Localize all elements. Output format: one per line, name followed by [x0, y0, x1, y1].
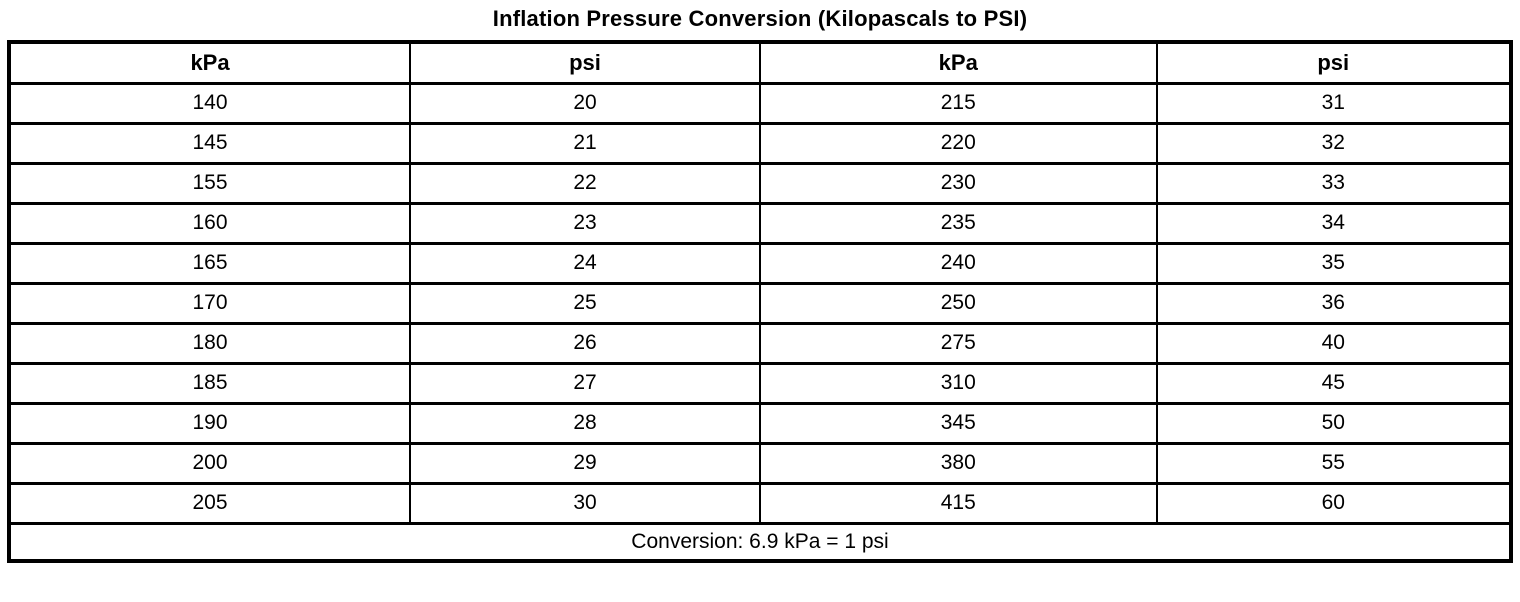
cell-kpa: 160 [7, 201, 412, 245]
table-row: 185 27 310 45 [7, 361, 1512, 405]
cell-kpa: 310 [758, 361, 1158, 405]
cell-kpa: 235 [758, 201, 1158, 245]
cell-kpa: 275 [758, 321, 1158, 365]
cell-psi: 26 [409, 321, 761, 365]
cell-psi: 29 [409, 441, 761, 485]
column-header-psi-left: psi [409, 40, 761, 85]
cell-psi: 21 [409, 121, 761, 165]
conversion-note: Conversion: 6.9 kPa = 1 psi [8, 521, 1512, 563]
cell-psi: 40 [1155, 321, 1512, 365]
cell-psi: 27 [409, 361, 761, 405]
cell-psi: 55 [1155, 441, 1512, 485]
table-row: 140 20 215 31 [7, 81, 1512, 125]
cell-kpa: 200 [7, 441, 412, 485]
table-row: 180 26 275 40 [7, 321, 1512, 365]
cell-psi: 20 [409, 81, 761, 125]
cell-psi: 31 [1155, 81, 1512, 125]
column-header-psi-right: psi [1155, 40, 1512, 85]
table-row: 170 25 250 36 [7, 281, 1512, 325]
cell-kpa: 190 [7, 401, 412, 445]
column-header-kpa-left: kPa [7, 40, 412, 85]
cell-psi: 33 [1155, 161, 1512, 205]
table-row: 205 30 415 60 [7, 481, 1512, 525]
cell-kpa: 140 [7, 81, 412, 125]
table-row: 155 22 230 33 [7, 161, 1512, 205]
cell-psi: 32 [1155, 121, 1512, 165]
table-row: 145 21 220 32 [7, 121, 1512, 165]
cell-kpa: 180 [7, 321, 412, 365]
cell-kpa: 230 [758, 161, 1158, 205]
cell-psi: 24 [409, 241, 761, 285]
cell-kpa: 220 [758, 121, 1158, 165]
cell-psi: 60 [1155, 481, 1512, 525]
cell-psi: 22 [409, 161, 761, 205]
cell-kpa: 185 [7, 361, 412, 405]
cell-psi: 50 [1155, 401, 1512, 445]
table-header-row: kPa psi kPa psi [7, 40, 1512, 85]
cell-psi: 23 [409, 201, 761, 245]
cell-kpa: 215 [758, 81, 1158, 125]
column-header-kpa-right: kPa [758, 40, 1158, 85]
cell-kpa: 345 [758, 401, 1158, 445]
table-row: 165 24 240 35 [7, 241, 1512, 285]
cell-kpa: 240 [758, 241, 1158, 285]
table-row: 190 28 345 50 [7, 401, 1512, 445]
cell-psi: 28 [409, 401, 761, 445]
table-row: 200 29 380 55 [7, 441, 1512, 485]
cell-kpa: 205 [7, 481, 412, 525]
cell-psi: 34 [1155, 201, 1512, 245]
cell-kpa: 145 [7, 121, 412, 165]
cell-psi: 36 [1155, 281, 1512, 325]
cell-kpa: 250 [758, 281, 1158, 325]
cell-kpa: 165 [7, 241, 412, 285]
table-footer-row: Conversion: 6.9 kPa = 1 psi [8, 521, 1512, 563]
cell-psi: 25 [409, 281, 761, 325]
cell-kpa: 170 [7, 281, 412, 325]
cell-psi: 45 [1155, 361, 1512, 405]
cell-psi: 35 [1155, 241, 1512, 285]
conversion-table: kPa psi kPa psi 140 20 215 31 145 21 220… [7, 40, 1513, 563]
cell-kpa: 415 [758, 481, 1158, 525]
table-row: 160 23 235 34 [7, 201, 1512, 245]
cell-psi: 30 [409, 481, 761, 525]
page-title: Inflation Pressure Conversion (Kilopasca… [492, 6, 1028, 31]
cell-kpa: 155 [7, 161, 412, 205]
cell-kpa: 380 [758, 441, 1158, 485]
